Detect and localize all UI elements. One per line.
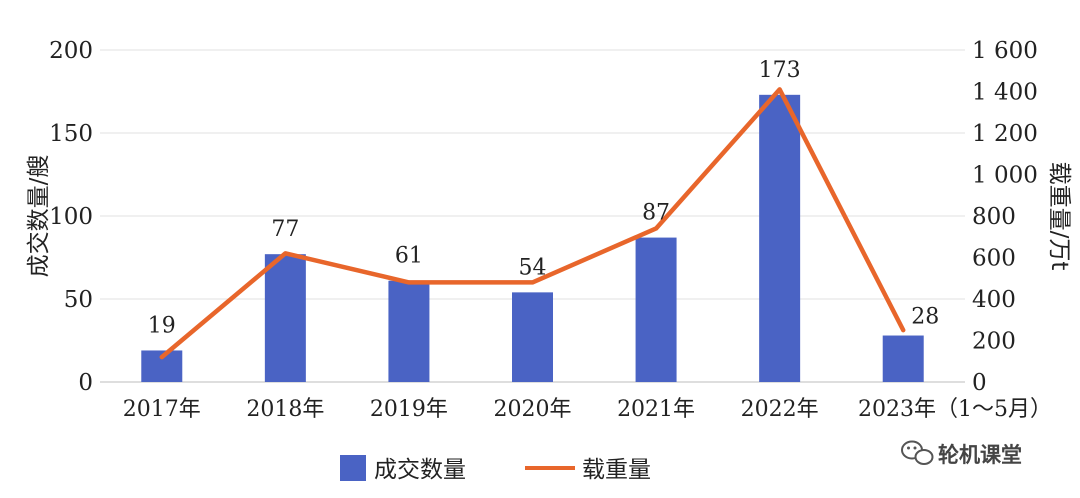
watermark: 轮机课堂 bbox=[901, 440, 1022, 467]
line-series bbox=[159, 87, 906, 360]
right-tick-label: 800 bbox=[972, 204, 1016, 230]
category-axis-ticks: 2017年 2018年 2019年 2020年 2021年 2022年 2023年（1～5月… bbox=[123, 397, 1052, 422]
left-tick-label: 50 bbox=[64, 287, 93, 313]
series-line bbox=[159, 87, 906, 360]
right-tick-label: 200 bbox=[972, 329, 1016, 355]
data-label: 19 bbox=[148, 313, 176, 338]
right-tick-label: 1 000 bbox=[972, 163, 1038, 189]
legend-bar-label: 成交数量 bbox=[374, 457, 466, 483]
left-tick-label: 200 bbox=[49, 38, 93, 64]
data-label: 61 bbox=[395, 244, 423, 269]
legend-line-label: 载重量 bbox=[582, 457, 651, 483]
category-label: 2020年 bbox=[494, 397, 572, 422]
bar bbox=[759, 94, 801, 382]
category-label: 2019年 bbox=[370, 397, 448, 422]
data-label: 54 bbox=[519, 255, 547, 280]
bar bbox=[264, 254, 306, 382]
left-axis-label: 成交数量/艘 bbox=[26, 155, 52, 278]
category-label: 2018年 bbox=[246, 397, 324, 422]
category-label: 2017年 bbox=[123, 397, 201, 422]
wechat-icon bbox=[901, 440, 934, 465]
legend: 成交数量 载重量 bbox=[340, 455, 651, 483]
bar bbox=[882, 335, 924, 382]
left-tick-label: 100 bbox=[49, 204, 93, 230]
data-label: 28 bbox=[911, 305, 939, 330]
category-label: 2023年（1～5月） bbox=[858, 397, 1052, 422]
bar bbox=[388, 280, 430, 382]
bar-series bbox=[141, 94, 924, 382]
left-tick-label: 0 bbox=[78, 370, 93, 396]
right-tick-label: 1 200 bbox=[972, 121, 1038, 147]
left-tick-label: 150 bbox=[49, 121, 93, 147]
right-tick-label: 1 400 bbox=[972, 80, 1038, 106]
right-tick-label: 400 bbox=[972, 287, 1016, 313]
left-axis-ticks: 0 50 100 150 200 bbox=[49, 38, 93, 396]
category-label: 2021年 bbox=[617, 397, 695, 422]
right-tick-label: 600 bbox=[972, 246, 1016, 272]
data-labels: 19 77 61 54 87 173 28 bbox=[148, 58, 939, 339]
data-label: 87 bbox=[642, 201, 670, 226]
watermark-text: 轮机课堂 bbox=[938, 443, 1022, 467]
gridlines bbox=[100, 49, 965, 383]
bar bbox=[635, 237, 677, 382]
legend-bar-swatch bbox=[340, 455, 366, 481]
right-axis-ticks: 0 200 400 600 800 1 000 1 200 1 400 1 600 bbox=[972, 38, 1038, 396]
category-label: 2022年 bbox=[741, 397, 819, 422]
right-tick-label: 1 600 bbox=[972, 38, 1038, 64]
right-axis-label: 载重量/万t bbox=[1046, 162, 1072, 271]
data-label: 77 bbox=[271, 217, 299, 242]
data-label: 173 bbox=[759, 58, 801, 83]
bar bbox=[512, 292, 553, 382]
right-tick-label: 0 bbox=[972, 370, 987, 396]
